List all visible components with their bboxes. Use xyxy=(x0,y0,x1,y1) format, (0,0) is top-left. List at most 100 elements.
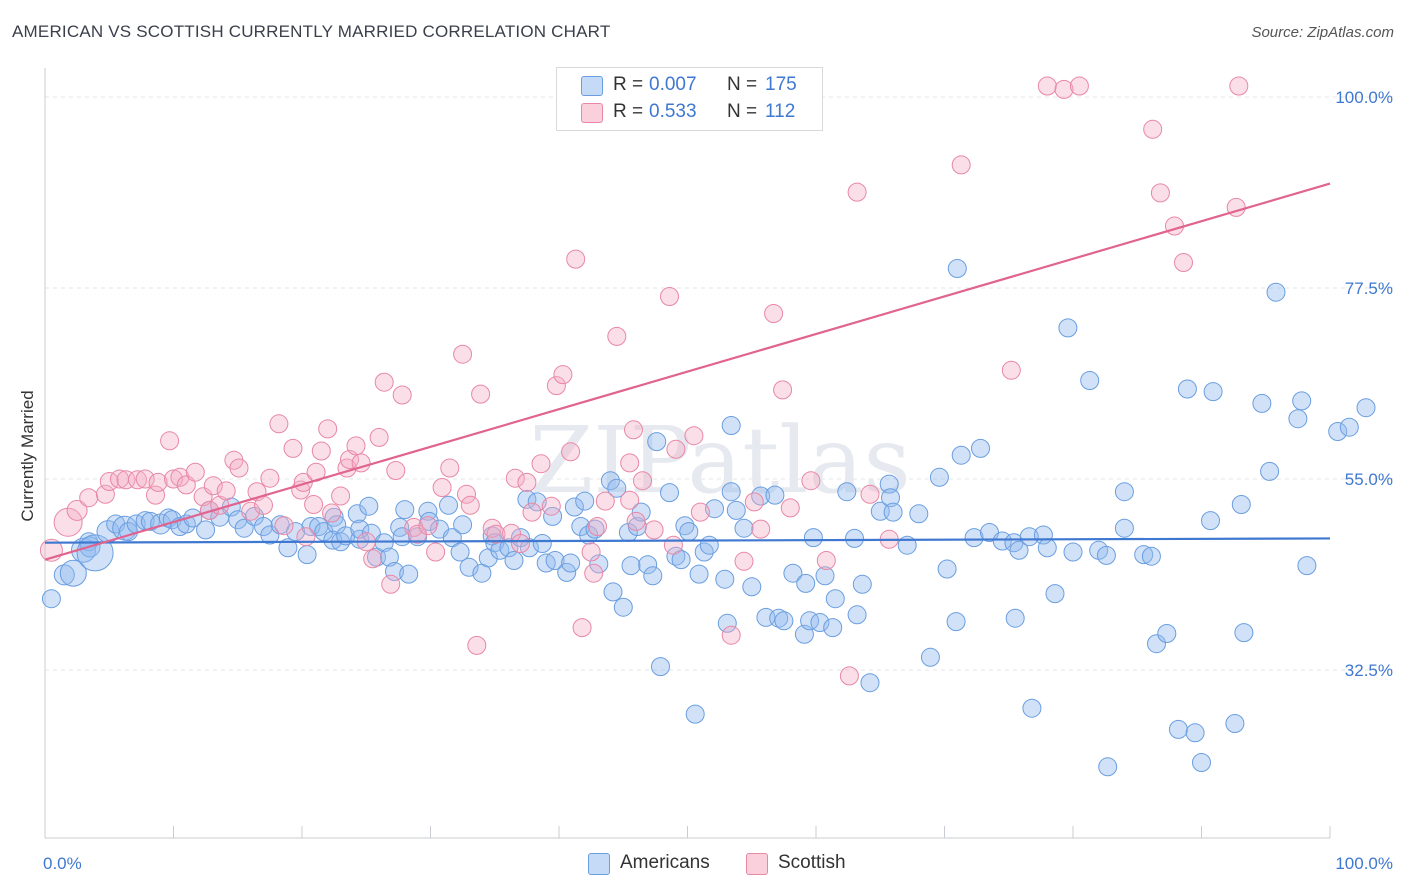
series-legend: Americans Scottish xyxy=(0,852,1406,880)
american-point xyxy=(336,526,356,546)
american-point xyxy=(379,547,399,567)
scottish-point xyxy=(734,551,754,571)
american-point xyxy=(879,474,899,494)
american-point xyxy=(1292,391,1312,411)
american-point xyxy=(1168,719,1188,739)
scottish-point xyxy=(170,467,190,487)
american-point xyxy=(883,502,903,522)
american-point xyxy=(390,517,410,537)
american-point xyxy=(847,605,867,625)
scottish-point xyxy=(644,520,664,540)
american-point xyxy=(260,525,280,545)
american-point xyxy=(607,478,627,498)
correlation-legend: R = 0.007 N = 175 R = 0.533 N = 112 xyxy=(556,67,823,131)
scottish-point xyxy=(764,304,784,323)
scottish-point xyxy=(331,486,351,506)
scottish-point xyxy=(721,625,741,645)
scottish-point xyxy=(751,519,771,539)
american-point xyxy=(685,704,705,724)
scottish-point xyxy=(624,420,643,440)
american-point xyxy=(726,500,746,520)
american-point xyxy=(1339,417,1359,437)
legend-n-label: N = xyxy=(727,101,758,122)
scottish-point xyxy=(160,431,180,451)
american-point xyxy=(679,522,699,542)
scottish-point xyxy=(584,563,604,583)
scottish-point xyxy=(546,376,566,396)
american-point xyxy=(937,559,957,579)
american-point xyxy=(1045,584,1065,604)
scottish-point xyxy=(135,469,155,489)
american-point xyxy=(1141,546,1161,566)
americans-swatch xyxy=(588,853,610,875)
american-point xyxy=(946,612,966,632)
american-point xyxy=(561,553,581,573)
american-point xyxy=(59,559,87,587)
american-point xyxy=(734,518,754,538)
american-point xyxy=(359,496,379,516)
americans-swatch xyxy=(581,76,603,96)
american-point xyxy=(705,499,724,519)
american-point xyxy=(1177,379,1197,399)
american-point xyxy=(660,483,679,503)
scottish-point xyxy=(432,478,452,497)
american-point xyxy=(631,502,651,522)
american-point xyxy=(1005,608,1025,628)
scottish-point xyxy=(581,542,601,562)
american-point xyxy=(689,564,709,584)
scottish-point xyxy=(311,441,331,461)
scottish-point xyxy=(318,419,338,439)
american-point xyxy=(1225,714,1245,733)
scottish-point xyxy=(626,511,646,531)
american-point xyxy=(1019,527,1039,547)
american-point xyxy=(278,538,298,558)
american-point xyxy=(603,582,623,602)
legend-n-value: 175 xyxy=(765,74,797,95)
scottish-point xyxy=(363,549,383,569)
american-point xyxy=(1231,495,1251,514)
legend-r-value: 0.007 xyxy=(649,74,697,95)
scottish-point xyxy=(296,527,316,547)
scottish-point xyxy=(386,461,406,480)
scottish-point xyxy=(566,249,586,269)
scottish-point xyxy=(561,442,581,462)
scottish-point xyxy=(572,618,592,638)
american-point xyxy=(774,611,794,631)
americans-points xyxy=(41,259,1376,777)
scottish-point xyxy=(216,481,236,501)
scottish-point xyxy=(426,542,446,562)
scottish-point xyxy=(148,472,168,492)
scottish-point xyxy=(531,454,551,474)
scottish-point xyxy=(744,492,764,512)
american-point xyxy=(613,597,633,617)
y-tick-label: 32.5% xyxy=(1345,661,1393,680)
american-point xyxy=(1114,482,1134,502)
scottish-point xyxy=(1037,76,1057,96)
scottish-point xyxy=(839,666,859,686)
american-point xyxy=(825,589,845,609)
american-point xyxy=(347,504,367,524)
legend-label-americans: Americans xyxy=(620,852,710,873)
scottish-point xyxy=(595,491,615,511)
scottish-point xyxy=(457,484,476,504)
scottish-point xyxy=(633,471,652,491)
american-point xyxy=(1134,545,1154,565)
american-point xyxy=(140,511,160,531)
american-point xyxy=(418,501,438,521)
scottish-point xyxy=(66,499,88,521)
american-point xyxy=(796,573,816,593)
american-point xyxy=(951,445,971,465)
scottish-point xyxy=(801,471,821,491)
trend-lines xyxy=(44,182,1331,561)
american-point xyxy=(1252,393,1272,413)
american-point xyxy=(964,528,984,548)
american-point xyxy=(350,519,370,539)
scottish-point xyxy=(374,372,394,392)
american-point xyxy=(395,500,415,520)
scottish-trend-line xyxy=(44,182,1331,561)
scottish-point xyxy=(453,344,473,364)
scottish-point xyxy=(1229,76,1249,96)
scottish-point xyxy=(1069,76,1089,96)
american-point xyxy=(765,485,785,505)
american-point xyxy=(589,554,609,574)
